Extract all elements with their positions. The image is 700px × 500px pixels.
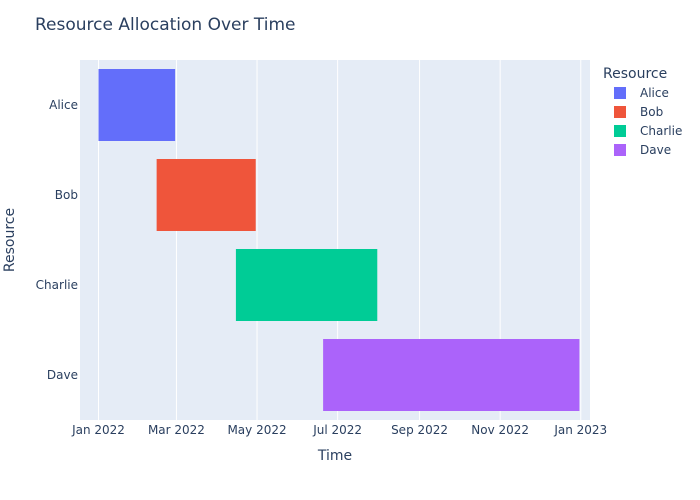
- bars: [98, 69, 580, 411]
- x-axis-title: Time: [317, 448, 352, 464]
- legend-label-charlie: Charlie: [640, 124, 682, 138]
- x-tick-label: Jan 2022: [71, 423, 125, 437]
- chart-title: Resource Allocation Over Time: [35, 15, 295, 35]
- legend: Resource Alice Bob Charlie Dave: [603, 66, 682, 157]
- legend-swatch-dave: [614, 144, 626, 156]
- legend-label-bob: Bob: [640, 105, 663, 119]
- bar-charlie: [235, 249, 378, 321]
- x-tick-label: Nov 2022: [471, 423, 529, 437]
- legend-swatch-alice: [614, 87, 626, 99]
- x-tick-label: Mar 2022: [148, 423, 205, 437]
- x-tick-label: Jul 2022: [312, 423, 362, 437]
- bar-dave: [323, 339, 580, 411]
- x-tick-label: May 2022: [227, 423, 286, 437]
- y-tick-label: Dave: [47, 368, 78, 382]
- y-axis-ticks: Alice Bob Charlie Dave: [36, 98, 78, 382]
- y-axis-title: Resource: [2, 208, 18, 272]
- bar-alice: [98, 69, 176, 141]
- y-tick-label: Bob: [55, 188, 78, 202]
- legend-title: Resource: [603, 66, 667, 82]
- x-axis-ticks: Jan 2022 Mar 2022 May 2022 Jul 2022 Sep 2022…: [71, 423, 607, 437]
- x-tick-label: Sep 2022: [391, 423, 448, 437]
- legend-items: Alice Bob Charlie Dave: [614, 86, 682, 157]
- legend-label-alice: Alice: [640, 86, 669, 100]
- legend-label-dave: Dave: [640, 143, 671, 157]
- legend-swatch-bob: [614, 106, 626, 118]
- x-tick-label: Jan 2023: [553, 423, 607, 437]
- y-tick-label: Alice: [49, 98, 78, 112]
- bar-bob: [156, 159, 256, 231]
- y-tick-label: Charlie: [36, 278, 78, 292]
- legend-swatch-charlie: [614, 125, 626, 137]
